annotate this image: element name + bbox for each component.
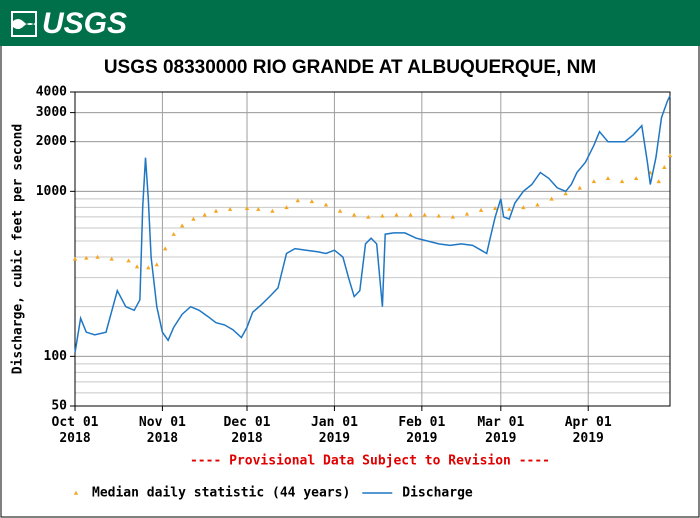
median-marker (213, 208, 219, 213)
median-marker (244, 206, 250, 210)
y-tick-label: 4000 (36, 85, 67, 100)
median-marker (464, 211, 470, 216)
discharge-line (74, 95, 671, 353)
y-tick-label: 1000 (36, 184, 67, 199)
median-marker (563, 191, 568, 196)
median-marker (656, 179, 661, 184)
median-marker (492, 206, 498, 210)
plot-border (74, 91, 671, 407)
median-marker (605, 176, 611, 181)
median-marker (422, 212, 427, 217)
x-tick-label: Mar 01 2019 (477, 415, 524, 446)
x-tick-label: Apr 01 2019 (565, 415, 612, 446)
median-marker (521, 205, 526, 210)
legend-marker (73, 490, 79, 495)
median-marker (227, 206, 233, 211)
chart-title: USGS 08330000 RIO GRANDE AT ALBUQUERQUE,… (104, 57, 596, 78)
median-marker (380, 213, 385, 218)
logo-waves (11, 11, 37, 37)
median-marker (256, 206, 261, 211)
median-marker (84, 255, 89, 260)
median-marker (191, 216, 196, 221)
median-marker (366, 214, 371, 219)
median-marker (202, 212, 207, 217)
median-marker (591, 179, 597, 184)
median-marker (284, 205, 289, 210)
median-marker (351, 212, 357, 217)
median-marker (667, 153, 673, 158)
x-tick-label: Feb 01 2019 (398, 415, 445, 446)
median-marker (478, 207, 484, 212)
median-marker (126, 258, 131, 263)
median-marker (408, 212, 413, 217)
provisional-note: ---- Provisional Data Subject to Revisio… (190, 454, 550, 469)
logo: USGS (42, 7, 127, 40)
median-marker (295, 198, 300, 203)
median-marker (171, 231, 176, 236)
median-marker (154, 262, 159, 267)
y-axis-title: Discharge, cubic feet per second (11, 124, 26, 374)
median-marker (394, 212, 399, 217)
y-tick-label: 3000 (36, 105, 67, 120)
header-bar (0, 0, 700, 46)
median-marker (309, 199, 315, 204)
legend-label: Median daily statistic (44 years) (92, 486, 350, 501)
x-tick-label: Nov 01 2018 (139, 415, 186, 446)
y-tick-label: 2000 (36, 134, 67, 149)
median-marker (662, 165, 667, 169)
x-tick-label: Jan 01 2019 (311, 415, 358, 446)
median-marker (577, 185, 582, 190)
median-marker (619, 179, 625, 184)
median-marker (323, 202, 329, 207)
x-tick-label: Dec 01 2018 (224, 415, 271, 446)
median-marker (507, 206, 512, 211)
median-marker (134, 264, 140, 269)
y-tick-label: 100 (44, 349, 68, 364)
median-marker (146, 265, 151, 270)
median-marker (535, 202, 540, 207)
median-marker (270, 208, 275, 213)
median-marker (72, 256, 78, 261)
median-marker (179, 223, 185, 228)
median-marker (436, 213, 441, 218)
median-marker (163, 246, 168, 251)
legend-label: Discharge (402, 486, 473, 501)
median-marker (450, 214, 456, 219)
median-marker (337, 208, 343, 213)
median-marker (633, 176, 639, 181)
y-tick-label: 50 (51, 399, 67, 414)
x-tick-label: Oct 01 2018 (52, 415, 99, 446)
median-marker (549, 196, 554, 201)
median-marker (109, 256, 114, 261)
median-marker (95, 254, 100, 259)
